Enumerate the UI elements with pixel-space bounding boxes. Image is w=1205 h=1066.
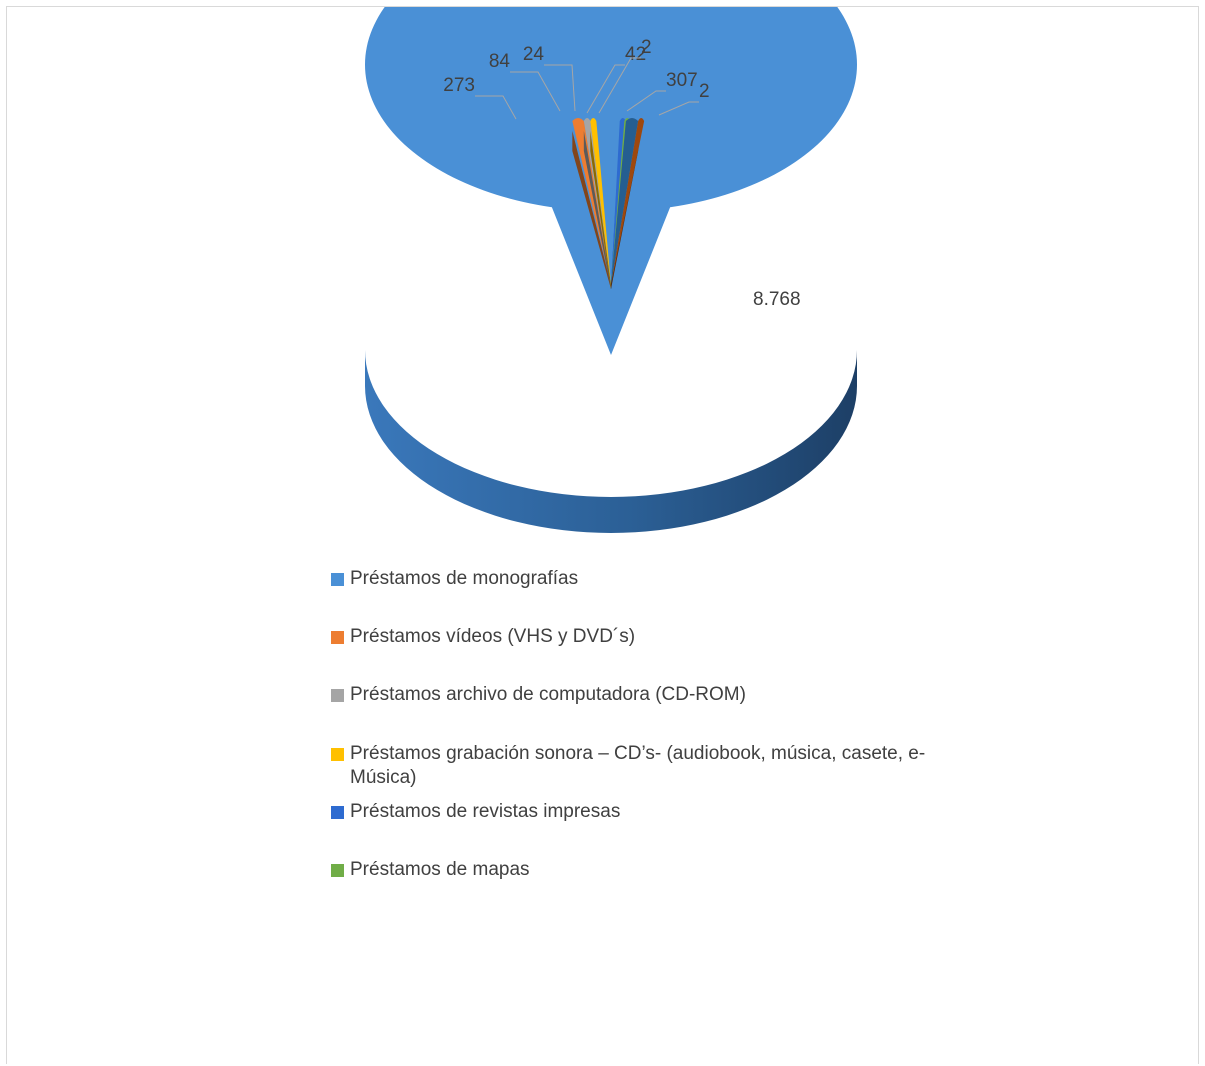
leader-line bbox=[658, 101, 699, 116]
legend-label: Préstamos de monografías bbox=[350, 568, 579, 589]
pie-slice-6 bbox=[611, 118, 639, 285]
data-label: 8.768 bbox=[753, 289, 801, 310]
legend-item: Préstamos vídeos (VHS y DVD´s) bbox=[331, 625, 990, 649]
legend-swatch bbox=[331, 748, 344, 761]
legend-item: Préstamos archivo de computadora (CD-ROM… bbox=[331, 683, 990, 707]
legend-item: Préstamos de mapas bbox=[331, 858, 990, 882]
pie-slice-side-3 bbox=[590, 131, 611, 289]
pie-slice-side-0 bbox=[365, 350, 857, 533]
chart-area: 273 84 24 42 2 307 2 8.768 Préstamos de monogra… bbox=[6, 6, 1199, 1064]
data-label: 2 bbox=[699, 81, 710, 102]
legend-item: Préstamos de monografías bbox=[331, 567, 990, 591]
leader-line bbox=[598, 57, 641, 114]
legend-label: Préstamos de mapas bbox=[350, 859, 530, 880]
pie-slice-7 bbox=[611, 118, 645, 285]
legend-label: Préstamos grabación sonora – CD’s- (audi… bbox=[350, 743, 926, 788]
pie-slice-1 bbox=[572, 118, 611, 285]
legend-label: Préstamos archivo de computadora (CD-ROM… bbox=[350, 684, 746, 705]
data-label: 2 bbox=[641, 37, 652, 58]
leader-line bbox=[475, 95, 517, 120]
legend-swatch bbox=[331, 864, 344, 877]
legend-item: Préstamos grabación sonora – CD’s- (audi… bbox=[331, 742, 990, 790]
pie-slice-side-2 bbox=[583, 131, 611, 289]
leader-line bbox=[510, 71, 561, 112]
legend-swatch bbox=[331, 806, 344, 819]
legend-label: Préstamos vídeos (VHS y DVD´s) bbox=[350, 626, 636, 647]
pie-slice-0 bbox=[365, 7, 857, 355]
data-label: 307 bbox=[666, 70, 698, 91]
pie-slice-3 bbox=[590, 118, 611, 285]
legend-swatch bbox=[331, 689, 344, 702]
data-label: 84 bbox=[489, 51, 511, 72]
legend-label: Préstamos de revistas impresas bbox=[350, 801, 621, 822]
pie-slice-side-1 bbox=[572, 131, 611, 289]
legend-swatch bbox=[331, 631, 344, 644]
data-label: 273 bbox=[443, 75, 475, 96]
leader-line bbox=[586, 64, 625, 114]
legend-item: Préstamos de revistas impresas bbox=[331, 800, 990, 824]
data-label: 24 bbox=[523, 44, 545, 65]
leader-line bbox=[544, 64, 576, 112]
legend-swatch bbox=[331, 573, 344, 586]
leader-line bbox=[626, 90, 666, 112]
